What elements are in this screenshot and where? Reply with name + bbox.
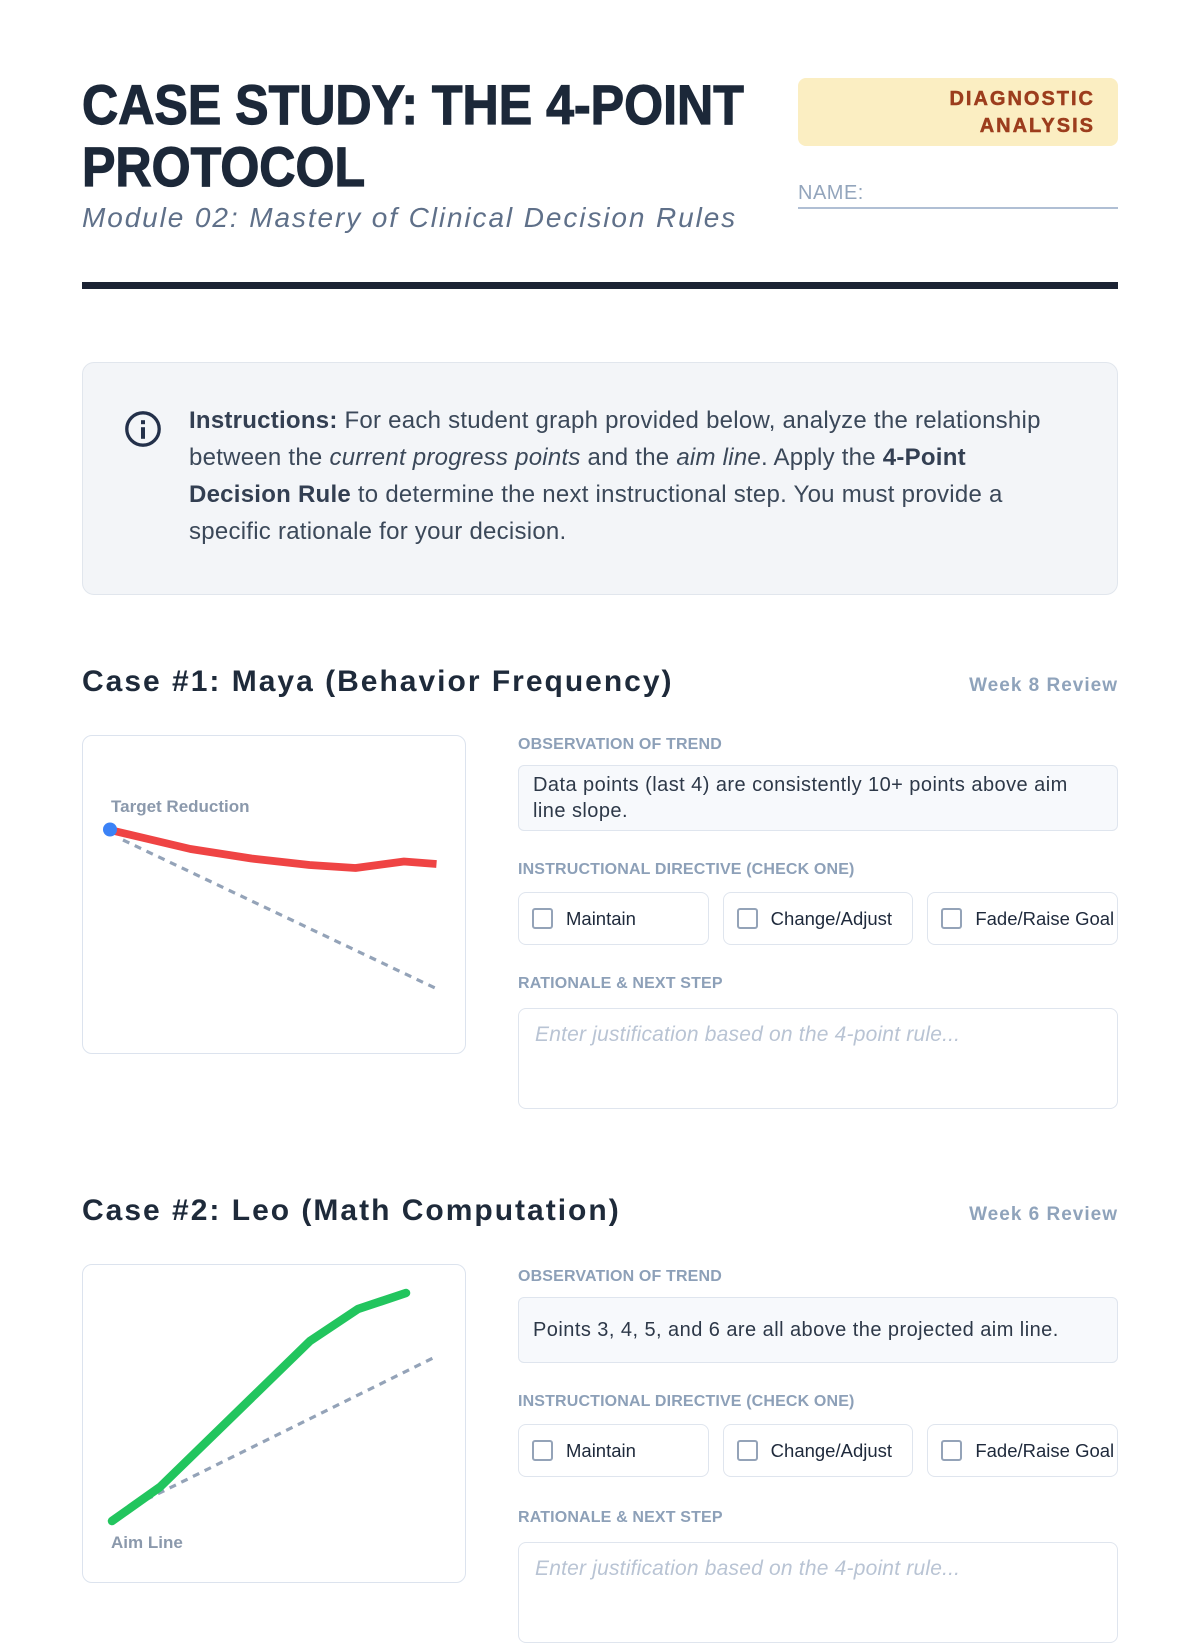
- svg-text:Target Reduction: Target Reduction: [111, 797, 250, 816]
- svg-text:Aim Line: Aim Line: [111, 1533, 183, 1552]
